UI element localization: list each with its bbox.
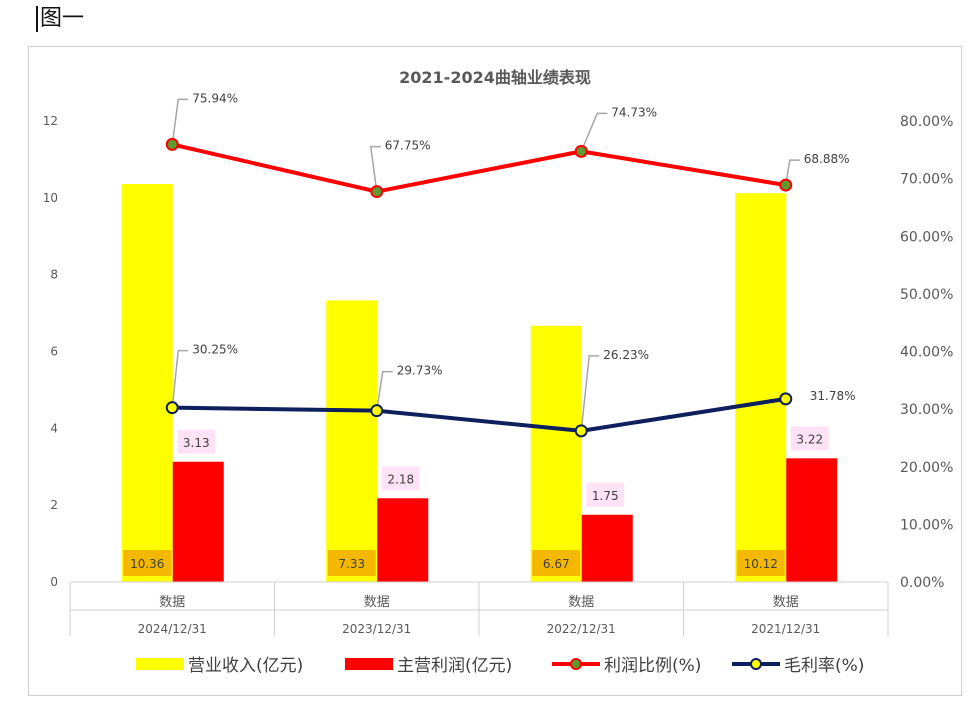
x-group-label: 数据 [159, 595, 185, 610]
data-label: 7.33 [338, 557, 365, 571]
bar [581, 514, 633, 582]
y2-tick-label: 10.00% [900, 517, 953, 533]
bar [786, 458, 838, 582]
bar [121, 184, 173, 582]
figure-label: 图一 [36, 6, 84, 32]
data-label-bg [381, 466, 420, 491]
data-label: 10.12 [744, 557, 778, 571]
y-tick-label: 12 [43, 114, 58, 128]
data-label: 75.94% [192, 91, 238, 105]
bar [530, 325, 582, 582]
y2-tick-label: 20.00% [900, 460, 953, 476]
data-label-bg [123, 550, 172, 576]
y-tick-label: 2 [50, 498, 58, 512]
x-tick-label: 2022/12/31 [547, 622, 616, 636]
y-tick-label: 10 [43, 191, 58, 205]
leader-line [171, 349, 189, 408]
line-marker [370, 185, 384, 199]
data-label: 3.13 [183, 436, 210, 450]
data-label: 10.36 [130, 557, 164, 571]
data-label: 29.73% [397, 364, 443, 378]
y2-tick-label: 70.00% [900, 172, 953, 188]
data-label-bg [532, 550, 581, 576]
x-group-label: 数据 [773, 595, 799, 610]
data-label: 31.78% [810, 389, 856, 403]
legend-marker [750, 658, 762, 670]
x-tick-label: 2024/12/31 [138, 622, 207, 636]
y2-tick-label: 60.00% [900, 229, 953, 245]
x-group-label: 数据 [568, 595, 594, 610]
legend-label: 利润比例(%) [604, 656, 701, 676]
legend-label: 毛利率(%) [784, 656, 864, 676]
leader-line [376, 370, 393, 411]
leader-line [785, 159, 800, 186]
y-tick-label: 4 [50, 421, 58, 435]
chart-frame [28, 46, 962, 696]
legend-swatch [136, 658, 184, 670]
chart-title: 2021-2024曲轴业绩表现 [399, 68, 591, 87]
y-tick-label: 0 [50, 575, 58, 589]
series-line [172, 396, 787, 433]
data-label: 3.22 [796, 432, 823, 446]
bar [326, 300, 378, 582]
data-label-bg [790, 426, 829, 451]
data-label-bg [586, 482, 625, 507]
y2-tick-label: 80.00% [900, 114, 953, 130]
x-tick-label: 2023/12/31 [342, 622, 411, 636]
line-marker [574, 424, 588, 438]
data-label: 2.18 [387, 472, 414, 486]
bar [172, 461, 224, 582]
x-tick-label: 2021/12/31 [751, 622, 820, 636]
data-label: 26.23% [603, 348, 649, 362]
line-marker [370, 404, 384, 418]
y2-tick-label: 50.00% [900, 287, 953, 303]
data-label: 74.73% [611, 105, 657, 119]
data-label: 30.25% [192, 343, 238, 357]
legend-label: 营业收入(亿元) [188, 656, 303, 676]
y2-tick-label: 30.00% [900, 402, 953, 418]
line-marker [165, 401, 179, 415]
y-tick-label: 8 [50, 268, 58, 282]
leader-line [369, 145, 381, 192]
legend-swatch [345, 658, 393, 670]
data-label-bg [327, 550, 376, 576]
legend-marker [570, 658, 582, 670]
y2-tick-label: 0.00% [900, 575, 944, 591]
bar [377, 498, 429, 582]
data-label: 1.75 [592, 489, 619, 503]
data-label: 67.75% [385, 139, 431, 153]
data-label-bg [736, 550, 785, 576]
y2-tick-label: 40.00% [900, 345, 953, 361]
series-line [171, 142, 787, 194]
data-label-bg [177, 429, 216, 454]
x-group-label: 数据 [364, 595, 390, 610]
bar [735, 193, 787, 582]
line-marker [574, 144, 588, 158]
leader-line [171, 98, 189, 145]
line-marker [779, 392, 793, 406]
leader-line [580, 112, 608, 152]
y-tick-label: 6 [50, 345, 58, 359]
data-label: 68.88% [804, 152, 850, 166]
line-marker [165, 137, 179, 151]
data-label: 6.67 [543, 557, 570, 571]
legend-label: 主营利润(亿元) [397, 656, 512, 676]
leader-line [580, 355, 600, 431]
line-marker [779, 178, 793, 192]
